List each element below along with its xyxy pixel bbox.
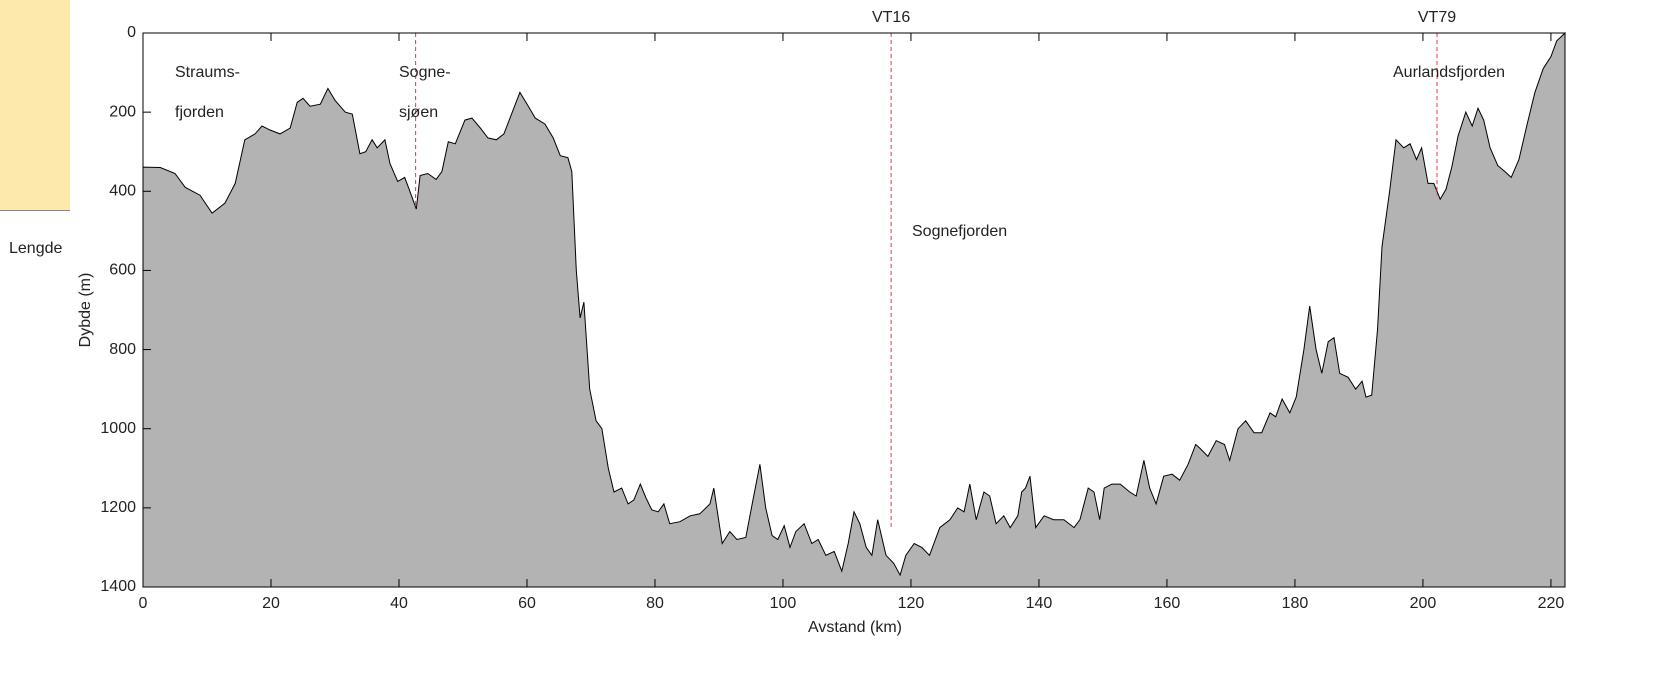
depth-area [142, 31, 1566, 588]
y-tick-label: 400 [109, 183, 136, 200]
x-tick-label: 100 [770, 595, 797, 612]
y-tick-label: 200 [109, 103, 136, 120]
y-tick-label: 1400 [100, 578, 136, 595]
y-tick-label: 600 [109, 262, 136, 279]
x-tick-label: 220 [1538, 595, 1565, 612]
x-tick-label: 40 [390, 595, 408, 612]
y-tick-label: 0 [127, 24, 136, 41]
region-label: fjorden [175, 104, 224, 121]
x-tick-label: 60 [518, 595, 536, 612]
x-tick-label: 180 [1282, 595, 1309, 612]
y-tick-label: 1000 [100, 420, 136, 437]
x-tick-label: 200 [1410, 595, 1437, 612]
region-label: Aurlandsfjorden [1393, 64, 1505, 81]
x-tick-label: 20 [262, 595, 280, 612]
region-label: Straums- [175, 64, 240, 81]
y-tick-label: 1200 [100, 499, 136, 516]
y-axis-label: Dybde (m) [77, 273, 94, 348]
region-label: sjøen [399, 104, 438, 121]
station-label: VT16 [872, 9, 910, 26]
region-label: Sogne- [399, 64, 451, 81]
side-label: Lengde [9, 240, 63, 257]
region-label: Sognefjorden [912, 223, 1007, 240]
x-tick-label: 140 [1026, 595, 1053, 612]
plot-frame [142, 32, 1566, 588]
station-label: VT79 [1418, 9, 1456, 26]
x-tick-label: 120 [898, 595, 925, 612]
x-tick-label: 160 [1154, 595, 1181, 612]
side-panel [0, 0, 70, 211]
x-axis-label: Avstand (km) [808, 619, 902, 636]
y-tick-label: 800 [109, 341, 136, 358]
x-tick-label: 80 [646, 595, 664, 612]
x-tick-label: 0 [139, 595, 148, 612]
